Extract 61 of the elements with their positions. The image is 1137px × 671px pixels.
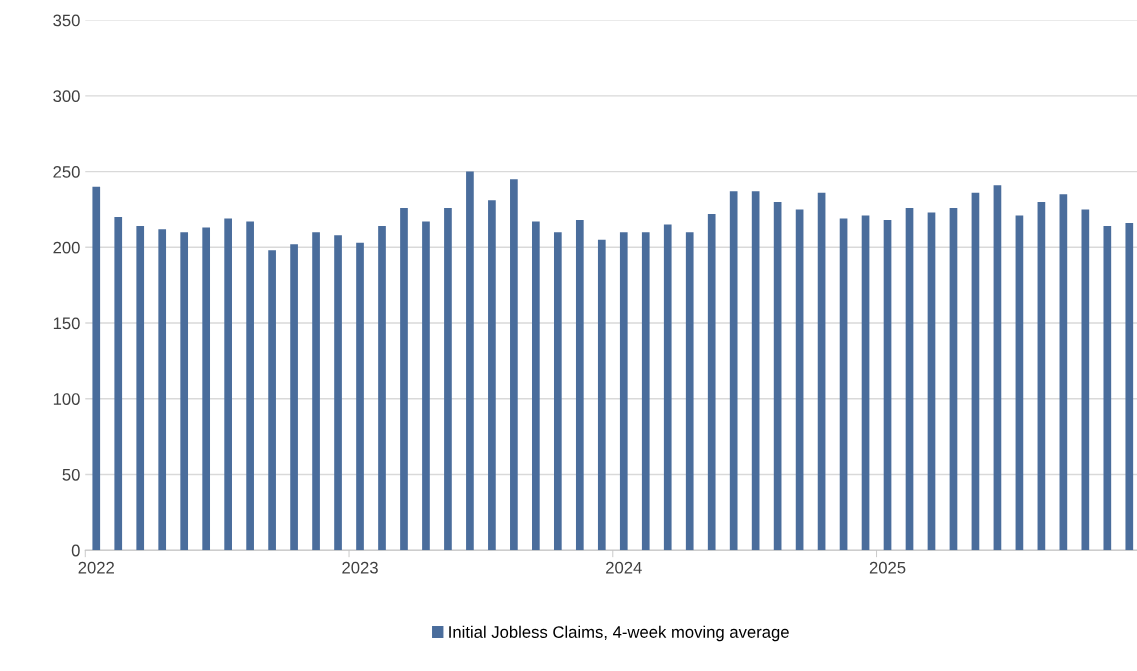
bar	[773, 201, 782, 551]
bar	[488, 200, 496, 551]
bar	[224, 218, 232, 551]
y-tick-label: 0	[71, 544, 80, 557]
bar	[1125, 223, 1134, 551]
bar	[619, 232, 628, 551]
bar	[597, 239, 606, 551]
bar	[1037, 201, 1046, 551]
bar	[839, 218, 848, 551]
bar	[422, 221, 430, 551]
bar	[378, 226, 386, 551]
bar	[927, 212, 936, 551]
bar	[1059, 194, 1068, 551]
y-tick-label: 100	[53, 393, 80, 405]
bar	[92, 186, 101, 551]
bar	[290, 244, 298, 551]
bar	[641, 232, 650, 551]
bar	[795, 209, 804, 551]
bar	[444, 207, 452, 551]
bar	[312, 232, 320, 551]
bar	[949, 207, 958, 551]
y-tick-label: 200	[53, 241, 80, 254]
bar	[663, 224, 672, 551]
bar	[707, 213, 716, 551]
y-tick-label: 350	[53, 14, 80, 27]
bar	[861, 215, 870, 551]
bar	[751, 191, 760, 551]
bar	[817, 192, 826, 551]
x-tick-label: 2022	[78, 561, 114, 574]
x-tick-label: 2023	[342, 561, 378, 574]
bar	[971, 192, 980, 551]
x-tick-label: 2025	[869, 561, 906, 574]
bar	[180, 232, 189, 551]
bar	[158, 229, 167, 551]
y-tick-label: 50	[62, 468, 80, 481]
bar	[993, 185, 1002, 551]
bar	[1015, 215, 1024, 551]
bar	[905, 207, 914, 551]
bar	[532, 221, 540, 551]
y-tick-label: 150	[53, 317, 80, 330]
bar	[136, 226, 145, 551]
bar	[1103, 226, 1112, 551]
y-tick-label: 300	[53, 90, 80, 103]
bar	[685, 232, 694, 551]
bar	[400, 207, 408, 551]
bar	[466, 171, 474, 551]
bar	[553, 232, 562, 551]
bar	[356, 242, 364, 551]
bar	[202, 227, 211, 551]
y-tick-label: 250	[53, 165, 80, 178]
x-tick-label: 2024	[606, 561, 642, 574]
bar	[510, 179, 518, 551]
legend-label: Initial Jobless Claims, 4-week moving average	[449, 625, 789, 642]
bar	[729, 191, 738, 551]
bar	[246, 221, 254, 551]
bar	[114, 217, 123, 551]
bar	[575, 220, 584, 551]
bar	[268, 250, 276, 551]
bar	[1081, 209, 1090, 551]
bar	[334, 235, 342, 551]
bar	[883, 220, 892, 551]
